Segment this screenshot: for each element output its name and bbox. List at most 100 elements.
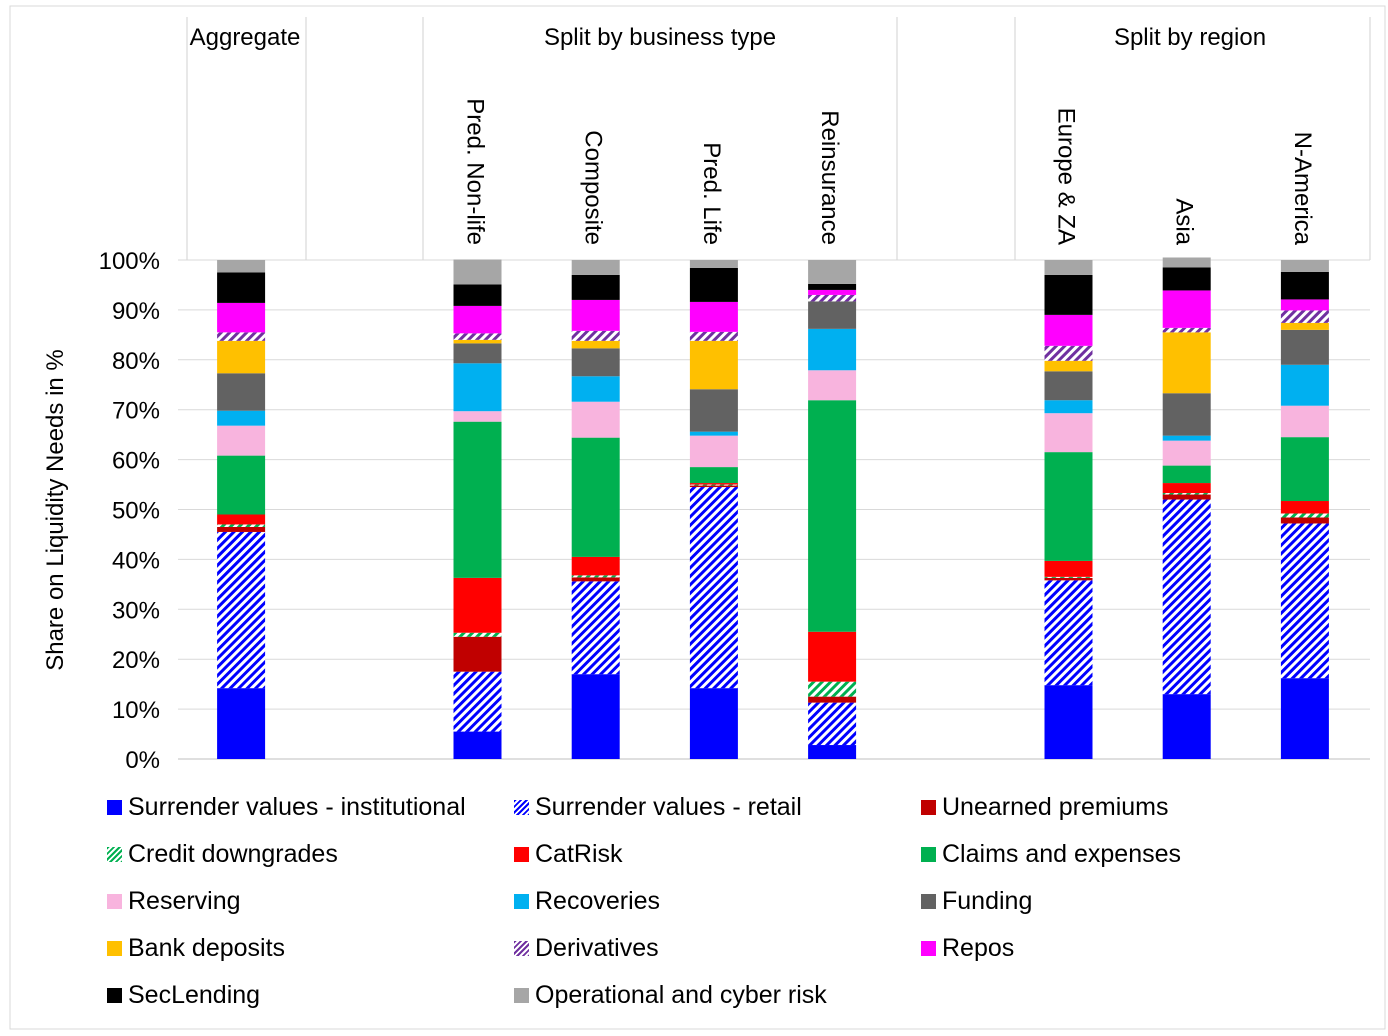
bar-segment-catrisk bbox=[1162, 483, 1211, 494]
legend-label: Derivatives bbox=[535, 933, 659, 962]
bar-segment-claims-and-expenses bbox=[689, 467, 738, 484]
bar-stack-asia bbox=[1162, 257, 1211, 759]
bar-stack-pred-non-life bbox=[453, 259, 502, 759]
bar-segment-operational-and-cyber-risk bbox=[217, 260, 266, 273]
bar-segment-repos bbox=[689, 301, 738, 332]
bar-segment-derivatives bbox=[453, 333, 502, 340]
legend-item: Bank deposits bbox=[107, 933, 285, 963]
bar-stack-n-america bbox=[1280, 260, 1329, 759]
bar-segment-seclending bbox=[689, 267, 738, 302]
bar-segment-derivatives bbox=[1162, 327, 1211, 333]
bar-stack-europe-za bbox=[1044, 260, 1093, 759]
category-label: Pred. Life bbox=[698, 142, 725, 245]
y-tick-label: 90% bbox=[112, 298, 160, 325]
bar-segment-catrisk bbox=[571, 556, 620, 576]
legend-item: Recoveries bbox=[514, 886, 660, 916]
bar-segment-catrisk bbox=[1044, 560, 1093, 577]
legend-label: Reserving bbox=[128, 886, 241, 915]
bar-segment-reserving bbox=[217, 425, 266, 456]
bar-stack-aggregate bbox=[217, 260, 266, 759]
bar-segment-operational-and-cyber-risk bbox=[689, 260, 738, 268]
bar-segment-operational-and-cyber-risk bbox=[1044, 260, 1093, 275]
x-axis-labels: Pred. Non-life Composite Pred. Life Reinsur… bbox=[462, 98, 1316, 245]
bar-segment-surrender-values-retail bbox=[1162, 499, 1211, 695]
legend-label: Unearned premiums bbox=[942, 792, 1169, 821]
legend-item: Surrender values - institutional bbox=[107, 792, 466, 822]
legend-label: Claims and expenses bbox=[942, 839, 1182, 868]
legend-label: Bank deposits bbox=[128, 933, 286, 962]
bar-segment-unearned-premiums bbox=[571, 577, 620, 582]
legend-item: Repos bbox=[921, 933, 1014, 963]
bar-segment-surrender-values-institutional bbox=[1044, 685, 1093, 759]
group-labels: Aggregate Split by business type Split by … bbox=[190, 24, 1266, 51]
bar-segment-surrender-values-institutional bbox=[217, 688, 266, 759]
bar-segment-surrender-values-retail bbox=[1044, 580, 1093, 686]
bar-segment-funding bbox=[1044, 371, 1093, 401]
bar-segment-unearned-premiums bbox=[1044, 577, 1093, 581]
bar-segment-bank-deposits bbox=[453, 339, 502, 344]
bar-segment-seclending bbox=[1280, 271, 1329, 300]
bar-segment-surrender-values-retail bbox=[453, 671, 502, 732]
bar-stack-pred-life bbox=[689, 260, 738, 759]
legend-label: CatRisk bbox=[535, 839, 623, 868]
bar-segment-derivatives bbox=[1044, 345, 1093, 361]
legend-swatch bbox=[921, 940, 936, 956]
bars bbox=[217, 257, 1329, 759]
bar-segment-credit-downgrades bbox=[217, 524, 266, 527]
bar-segment-operational-and-cyber-risk bbox=[453, 259, 502, 285]
bar-segment-seclending bbox=[571, 274, 620, 300]
bar-segment-seclending bbox=[808, 283, 857, 290]
y-tick-label: 50% bbox=[112, 498, 160, 525]
legend-swatch bbox=[514, 846, 529, 862]
legend-label: Repos bbox=[942, 933, 1015, 962]
bar-segment-repos bbox=[217, 302, 266, 333]
legend-item: Surrender values - retail bbox=[514, 792, 802, 822]
y-tick-label: 10% bbox=[112, 697, 160, 724]
legend-swatch bbox=[921, 846, 936, 862]
bar-segment-surrender-values-institutional bbox=[1162, 694, 1211, 759]
bar-segment-credit-downgrades bbox=[1162, 493, 1211, 495]
bar-segment-funding bbox=[1280, 329, 1329, 365]
group-label: Aggregate bbox=[190, 24, 301, 51]
bar-segment-bank-deposits bbox=[217, 340, 266, 374]
bar-segment-seclending bbox=[1044, 274, 1093, 315]
y-tick-label: 20% bbox=[112, 647, 160, 674]
y-tick-label: 30% bbox=[112, 597, 160, 624]
bar-segment-recoveries bbox=[453, 363, 502, 412]
legend-item: Credit downgrades bbox=[107, 839, 338, 869]
chart-border bbox=[9, 5, 1386, 1030]
bar-segment-claims-and-expenses bbox=[1044, 452, 1093, 561]
legend-item: Claims and expenses bbox=[921, 839, 1181, 869]
bar-segment-repos bbox=[808, 289, 857, 295]
bar-segment-reserving bbox=[1280, 405, 1329, 438]
bar-segment-derivatives bbox=[1280, 310, 1329, 323]
bar-segment-claims-and-expenses bbox=[1162, 465, 1211, 484]
bar-segment-credit-downgrades bbox=[453, 632, 502, 637]
group-label: Split by region bbox=[1114, 24, 1266, 51]
group-label: Split by business type bbox=[544, 24, 776, 51]
bar-segment-recoveries bbox=[1162, 435, 1211, 441]
legend-item: Derivatives bbox=[514, 933, 659, 963]
bar-segment-unearned-premiums bbox=[453, 636, 502, 672]
bar-segment-claims-and-expenses bbox=[1280, 437, 1329, 502]
legend-label: SecLending bbox=[128, 980, 261, 1009]
bar-segment-surrender-values-retail bbox=[571, 581, 620, 675]
bar-segment-recoveries bbox=[689, 431, 738, 436]
bar-segment-seclending bbox=[1162, 267, 1211, 291]
y-axis-label: Share on Liquidity Needs in % bbox=[42, 349, 69, 671]
y-tick-label: 70% bbox=[112, 398, 160, 425]
bar-segment-credit-downgrades bbox=[1044, 576, 1093, 578]
bar-segment-credit-downgrades bbox=[808, 681, 857, 697]
bar-segment-recoveries bbox=[571, 376, 620, 402]
legend-item: Funding bbox=[921, 886, 1032, 916]
bar-segment-reserving bbox=[808, 370, 857, 401]
bar-stack-reinsurance bbox=[808, 260, 857, 759]
bar-segment-claims-and-expenses bbox=[453, 421, 502, 578]
bar-segment-catrisk bbox=[689, 483, 738, 485]
bar-segment-unearned-premiums bbox=[808, 696, 857, 703]
bar-segment-surrender-values-retail bbox=[1280, 523, 1329, 679]
bar-segment-derivatives bbox=[689, 331, 738, 341]
legend-swatch bbox=[514, 940, 529, 956]
legend-label: Surrender values - institutional bbox=[128, 792, 466, 821]
